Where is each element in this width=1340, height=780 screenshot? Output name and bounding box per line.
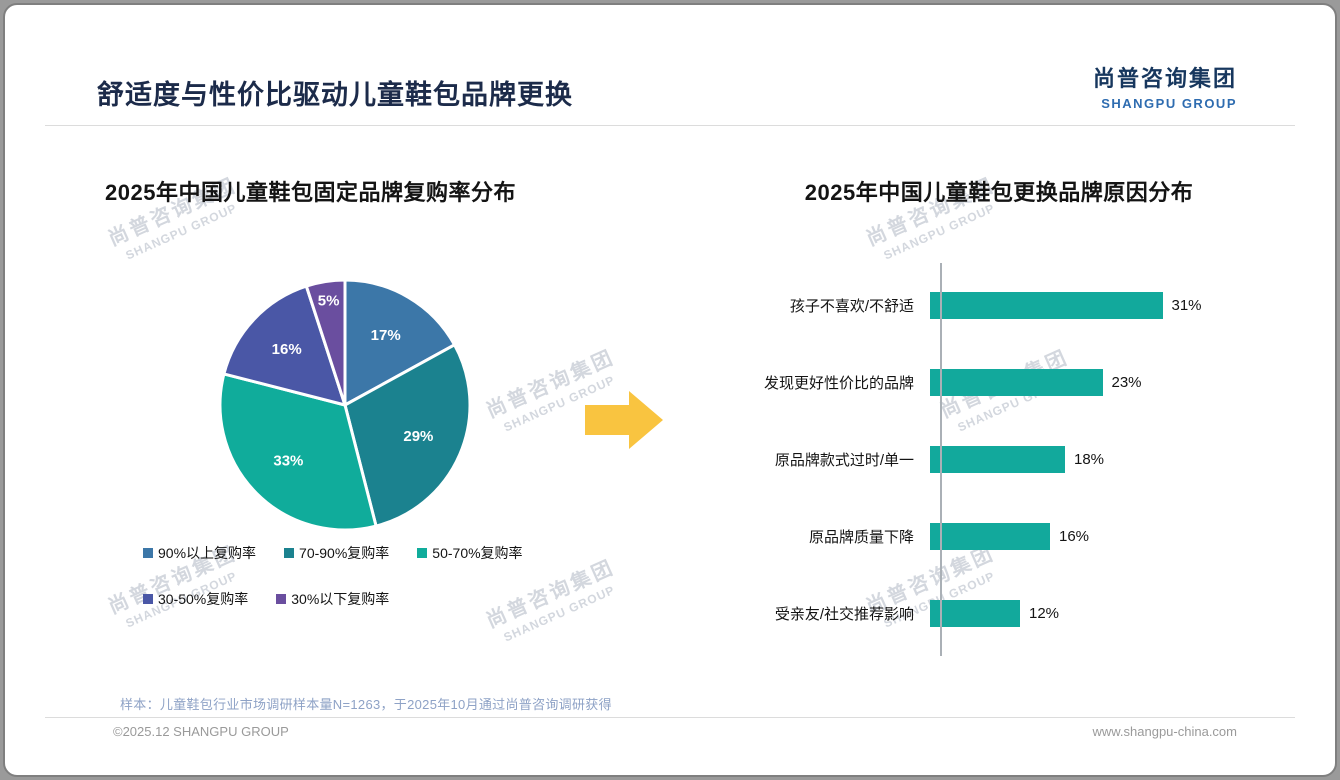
bar-value-label: 18% [1074,451,1105,468]
legend-item: 30%以下复购率 [276,589,389,609]
bar-fill [930,446,1065,473]
bar-fill [930,600,1020,627]
company-logo: 尚普咨询集团 SHANGPU GROUP [1093,61,1237,111]
page-title: 舒适度与性价比驱动儿童鞋包品牌更换 [97,80,573,110]
bar-value-label: 16% [1059,528,1090,545]
bar-chart-title: 2025年中国儿童鞋包更换品牌原因分布 [804,180,1194,205]
legend-label: 70-90%复购率 [299,545,390,561]
bar-axis [940,263,942,656]
bar-value-label: 23% [1111,374,1142,391]
legend-marker [143,548,153,558]
bar-chart: 孩子不喜欢/不舒适 31% 发现更好性价比的品牌 23% 原品牌款式过时/单一 18% 原品… [760,263,1260,656]
bar-fill [930,523,1050,550]
bar-category-label: 原品牌质量下降 [808,529,914,546]
bar-fill [930,292,1163,319]
logo-en-text: SHANGPU GROUP [1101,96,1237,111]
website-url: www.shangpu-china.com [1092,724,1237,739]
pie-data-label: 17% [371,327,401,344]
legend-label: 30%以下复购率 [291,591,390,607]
legend-marker [143,594,153,604]
legend-item: 50-70%复购率 [417,543,523,563]
legend-item: 70-90%复购率 [284,543,389,563]
pie-slice [218,372,378,532]
legend-item: 90%以上复购率 [143,543,256,563]
pie-data-label: 16% [272,341,302,358]
pie-data-label: 33% [273,453,303,470]
bar-row: 孩子不喜欢/不舒适 31% [760,267,1260,344]
legend-marker [276,594,287,604]
legend-marker [284,548,295,558]
bar-value-label: 12% [1029,605,1060,622]
sample-footnote: 样本：儿童鞋包行业市场调研样本量N=1263，于2025年10月通过尚普咨询调研… [120,697,612,712]
bar-category-label: 受亲友/社交推荐影响 [774,606,914,623]
bar-row: 受亲友/社交推荐影响 12% [760,575,1260,652]
bar-row: 发现更好性价比的品牌 23% [760,344,1260,421]
header-divider [45,125,1295,126]
pie-chart-title: 2025年中国儿童鞋包固定品牌复购率分布 [105,180,516,205]
bar-category-label: 原品牌款式过时/单一 [774,452,914,469]
pie-legend: 90%以上复购率 70-90%复购率 50-70%复购率 30-50%复购率 30%以下… [143,543,613,609]
logo-cn-text: 尚普咨询集团 [1092,66,1237,91]
bar-category-label: 孩子不喜欢/不舒适 [789,298,914,315]
footer-divider [45,717,1295,718]
legend-label: 50-70%复购率 [432,545,523,561]
watermark-cn: 尚普咨询集团 [863,174,999,251]
legend-item: 30-50%复购率 [143,589,248,609]
pie-slice [343,278,457,407]
pie-chart: 17% 29% 33% 16% 5% [218,278,472,532]
legend-label: 90%以上复购率 [158,545,257,561]
legend-label: 30-50%复购率 [158,591,249,607]
watermark-cn: 尚普咨询集团 [105,174,241,251]
bar-row: 原品牌款式过时/单一 18% [760,421,1260,498]
copyright-text: ©2025.12 SHANGPU GROUP [113,724,289,739]
legend-marker [417,548,428,558]
bar-value-label: 31% [1171,297,1202,314]
pie-slice [343,343,472,528]
pie-data-label: 29% [403,428,433,445]
bar-row: 原品牌质量下降 16% [760,498,1260,575]
pie-data-label: 5% [318,292,340,309]
transition-arrow-icon [585,389,663,456]
report-slide: 尚普咨询集团 SHANGPU GROUP 尚普咨询集团 SHANGPU GROU… [3,3,1337,777]
bar-category-label: 发现更好性价比的品牌 [763,375,914,392]
bar-fill [930,369,1103,396]
pie-slice [304,278,347,407]
